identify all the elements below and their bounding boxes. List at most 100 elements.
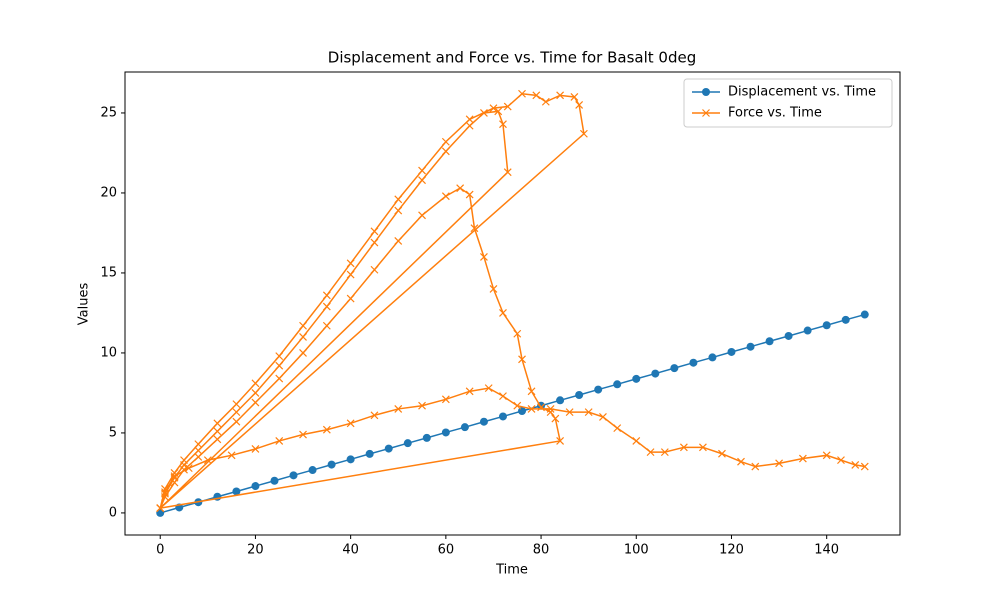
point [403,439,412,448]
point [489,285,498,293]
point [251,389,260,397]
legend: Displacement vs. Time Force vs. Time [683,78,893,128]
point [232,417,241,426]
point [532,91,541,100]
point [646,448,655,457]
point [480,253,488,261]
point [270,476,279,485]
point [275,437,284,445]
legend-label: Displacement vs. Time [728,85,876,100]
point [727,347,736,356]
point [746,342,755,351]
point [194,440,203,449]
point [275,361,284,370]
point [184,464,193,473]
point [227,451,236,460]
point [480,109,488,117]
point [556,396,565,405]
point [322,302,331,311]
point [575,391,584,400]
point [513,329,522,338]
point [299,349,307,357]
point [860,462,869,471]
point [322,321,331,330]
point [765,337,774,346]
point [441,428,450,437]
point [494,107,503,116]
point [232,487,241,496]
point [503,168,512,177]
point [718,449,726,458]
point [518,355,526,364]
point [232,400,241,409]
point [251,445,260,453]
point [484,384,493,393]
point [689,358,698,367]
point [546,408,555,417]
point [822,321,831,330]
point [213,427,222,436]
point [679,443,688,452]
point [394,195,403,204]
point [441,395,450,404]
point [384,444,393,453]
point [670,364,679,373]
point [370,265,379,274]
point [161,488,169,497]
point [322,291,331,300]
point [570,93,579,101]
point [527,387,536,396]
point [394,206,403,215]
series [156,89,869,513]
point [651,369,660,378]
y-tick-label: 20 [100,185,117,200]
x-tick-label: 120 [719,543,744,558]
point [513,401,522,410]
y-tick-label: 15 [100,265,117,280]
point [632,437,641,445]
point [775,459,784,468]
point [565,408,574,417]
x-tick-label: 80 [533,543,550,558]
point [527,405,536,413]
point [370,227,379,236]
point [194,446,203,455]
point [751,462,760,471]
point [170,478,179,487]
point [441,137,450,146]
point [418,211,426,220]
point [465,190,474,199]
point [546,405,555,413]
point [213,435,222,444]
point [841,315,850,324]
x-tick-label: 0 [156,543,164,558]
point [308,466,317,475]
point [213,419,222,428]
point [289,471,298,480]
plot-area [156,89,869,517]
point [232,408,241,417]
y-tick-label: 25 [100,105,117,120]
x-tick-label: 60 [438,543,455,558]
point [322,425,331,434]
point [346,455,355,464]
point [579,129,588,138]
point [556,437,565,445]
point [460,423,469,432]
point [613,380,622,389]
point [499,309,507,317]
x-tick-label: 20 [247,543,264,558]
point [470,224,479,233]
point [599,413,607,421]
point [275,374,284,383]
y-axis-label: Values [77,283,92,326]
point [251,398,260,407]
point [465,121,474,130]
point [803,326,812,335]
point [370,238,379,247]
legend-marker [702,88,710,96]
point [798,454,807,463]
point [346,270,355,279]
point [156,504,165,513]
point [422,433,431,442]
